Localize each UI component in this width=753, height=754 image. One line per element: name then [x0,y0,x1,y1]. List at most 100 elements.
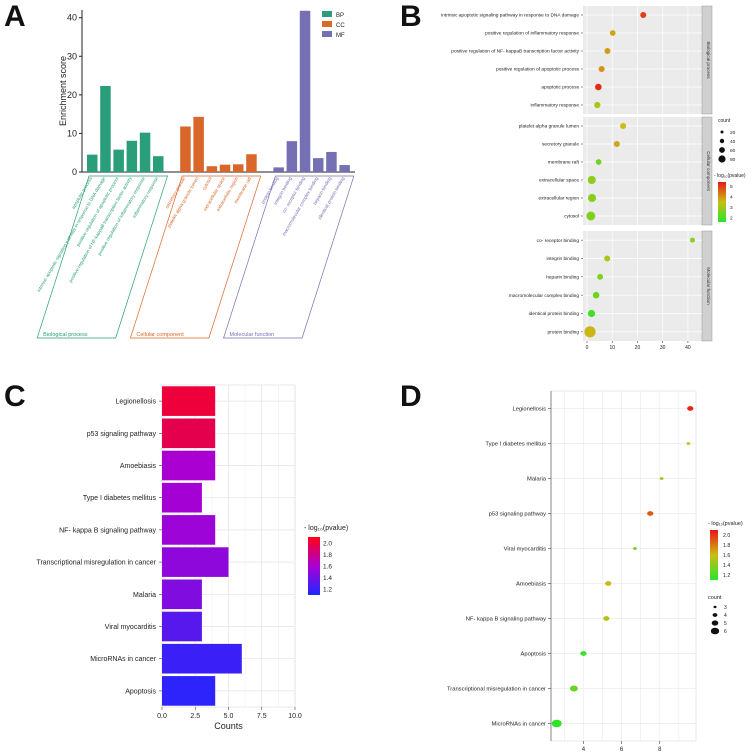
b-point-cytosol [586,211,596,221]
chart-d-kegg-bubble: Legionellosis Type I diabetes mellitus Mal… [447,390,743,753]
b-color-legend-label: 4 [730,195,733,201]
a-y-tick-label: 10 [67,128,77,138]
c-legend-label: 2.0 [323,541,332,548]
d-legend-label: 1.6 [723,553,730,559]
b-point-identical-protein-binding [587,309,596,318]
d-y-label-p53-signaling-pathway: p53 signaling pathway [489,512,546,518]
d-y-label-micrornas-in-cancer: MicroRNAs in cancer [492,722,547,728]
b-facet-strip-label-biological-process: Biological process [706,41,711,79]
b-facet-panel-molecular-function [583,231,702,341]
b-point-positive-regulation-of-inflammatory-response [609,30,616,36]
b-y-label-positive-regulation-of-apoptotic-process: positive regulation of apoptotic process [496,67,580,73]
b-y-label-identical-protein-binding: identical protein binding [529,311,580,317]
a-bar-inflammatory-response [153,156,164,172]
b-y-label-membrane-raft: membrane raft [548,160,580,166]
panel-label-a: A [4,0,26,33]
c-y-label-malaria: Malaria [133,592,156,599]
b-point-integrin-binding [604,255,611,262]
b-facet-strip-molecular-function [701,230,713,342]
b-point-heparin-binding [597,273,604,280]
b-point-co-receptor-binding [689,237,695,243]
a-x-label-cytosol: cytosol [201,176,212,191]
d-size-legend-label: 6 [724,629,727,635]
b-x-tick-label: 10 [609,345,615,351]
d-point-transcriptional-misregulation-in-cancer [569,685,578,692]
b-point-platelet-alpha-granule-lumen [620,122,627,130]
b-point-secretory-granule [613,140,620,148]
b-size-legend-dot [718,155,726,163]
b-color-legend-label: 2 [730,216,733,222]
c-bar-micrornas-in-cancer [162,643,242,674]
d-size-legend-dot [711,620,719,626]
d-y-label-nf-kappa-b-signaling-pathway: NF- kappa B signaling pathway [466,617,546,623]
b-x-tick-label: 20 [635,345,641,351]
a-bar-extracellular-space [219,164,231,172]
c-y-label-type-i-diabetes-mellitus: Type I diabetes mellitus [83,495,157,502]
c-legend-label: 1.8 [323,552,332,559]
b-y-label-cytosol: cytosol [564,214,579,220]
a-bar-membrane-raft [246,154,257,172]
c-bar-transcriptional-misregulation-in-cancer [162,547,229,577]
a-legend-label-bp: BP [336,13,344,19]
b-facet-strip-label-cellular-component: Cellular component [706,151,711,191]
c-bar-amoebiasis [162,450,216,481]
a-y-tick-label: 20 [67,90,77,100]
a-legend-swatch-cc [322,21,332,27]
a-legend-swatch-mf [322,31,332,37]
b-size-legend-label: 60 [730,148,736,154]
b-color-legend-title: - log₁₀(pvalue) [714,173,746,179]
d-y-label-viral-myocarditis: Viral myocarditis [504,547,547,553]
a-y-axis-title: Enrichment score [58,56,68,126]
a-x-label-positive-regulation-of-nf-kappab-transcription-factor-activity: positive regulation of NF-kappaB transcr… [68,175,133,283]
a-bar-macromolecular-complex-binding [313,158,324,172]
a-y-tick-label: 40 [67,13,77,23]
b-y-label-integrin-binding: integrin binding [546,256,579,262]
d-point-nf-kappa-b-signaling-pathway [603,616,610,621]
b-x-tick-label: 0 [586,345,589,351]
d-x-tick-label: 6 [620,747,624,753]
b-color-legend-label: 5 [730,184,733,190]
c-x-axis-title: Counts [214,721,243,731]
a-bar-positive-regulation-of-inflammatory-response [139,132,151,172]
a-group-label-biological-process: Biological process [43,332,88,338]
a-bar-apoptotic-process [87,154,98,172]
a-x-label-inflammatory-response: inflammatory response [132,176,160,219]
b-color-bar [718,182,726,222]
d-size-legend-title: count [708,595,722,601]
d-size-legend-label: 5 [724,621,727,627]
b-y-label-apoptotic-process: apoptotic process [541,85,579,91]
a-y-tick-label: 30 [67,51,77,61]
b-size-legend-dot [719,138,725,144]
b-facet-panel-cellular-component [583,117,702,225]
c-legend-title: - log₁₀(pvalue) [304,525,348,532]
b-x-tick-label: 30 [660,345,666,351]
b-point-protein-binding [584,326,596,338]
c-bar-legionellosis [162,386,216,416]
a-bar-co-receptor-binding [299,10,311,173]
c-bar-type-i-diabetes-mellitus [162,482,202,513]
d-legend-label: 1.4 [723,563,730,569]
d-plot-area [550,390,697,742]
c-legend-label: 1.4 [323,575,332,582]
d-size-legend-label: 4 [724,613,727,619]
d-point-type-i-diabetes-mellitus [686,442,691,445]
b-facet-strip-label-molecular-function: Molecular function [706,267,711,305]
a-bar-heparin-binding [326,151,337,172]
b-y-label-co-receptor-binding: co- receptor binding [537,238,580,244]
c-x-tick-label: 5.0 [224,713,234,720]
d-size-legend-dot [713,605,717,609]
c-bar-p53-signaling-pathway [162,418,216,449]
a-bar-extracellular-region [233,164,244,172]
c-x-tick-label: 10.0 [288,713,302,720]
b-size-legend-label: 20 [730,130,736,136]
b-facet-strip-cellular-component [701,116,713,226]
c-y-label-apoptosis: Apoptosis [125,688,156,695]
b-size-legend-label: 80 [730,157,736,163]
chart-b-go-bubble: Biological process intrinsic apoptotic si… [441,5,746,351]
a-bar-cytosol [206,166,218,172]
b-size-legend-dot [720,130,724,134]
d-legend-label: 1.8 [723,543,730,549]
b-point-positive-regulation-of-nf-kappab-transcription-factor-activity [604,48,611,54]
d-y-label-type-i-diabetes-mellitus: Type I diabetes mellitus [485,442,546,448]
a-legend-swatch-bp [322,11,332,17]
